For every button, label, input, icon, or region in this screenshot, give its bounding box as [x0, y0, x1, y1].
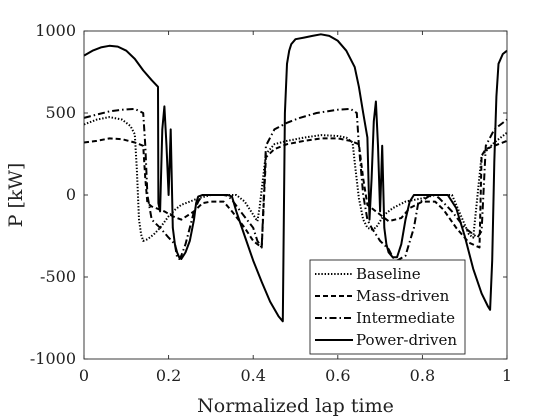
legend-label: Baseline — [356, 265, 421, 283]
y-tick-label: -1000 — [30, 349, 76, 368]
y-tick-label: 0 — [66, 185, 76, 204]
y-tick-label: 500 — [45, 103, 76, 122]
x-tick-label: 1 — [502, 366, 512, 385]
legend-label: Mass-driven — [356, 287, 450, 305]
y-tick-label: -500 — [40, 267, 76, 286]
tick-layer: 0 0.2 0.4 0.6 0.8 1 -1000 -500 0 500 1000 — [30, 21, 512, 385]
series-line-baseline — [83, 116, 508, 242]
series-layer — [83, 33, 508, 323]
plot-frame — [83, 30, 508, 360]
x-tick-label: 0.2 — [156, 366, 181, 385]
legend-box — [309, 259, 466, 355]
x-tick-label: 0.4 — [240, 366, 265, 385]
legend: Baseline Mass-driven Intermediate Power-dri… — [309, 259, 466, 355]
series-line-power-driven — [83, 33, 508, 323]
series-line-intermediate — [83, 107, 508, 262]
x-tick-label: 0 — [79, 366, 89, 385]
x-tick-label: 0.6 — [325, 366, 350, 385]
legend-label: Intermediate — [356, 309, 455, 327]
x-axis-title: Normalized lap time — [197, 395, 394, 417]
y-axis-title: P [kW] — [5, 163, 27, 228]
legend-label: Power-driven — [356, 331, 457, 349]
x-tick-label: 0.8 — [410, 366, 435, 385]
y-tick-label: 1000 — [35, 21, 76, 40]
